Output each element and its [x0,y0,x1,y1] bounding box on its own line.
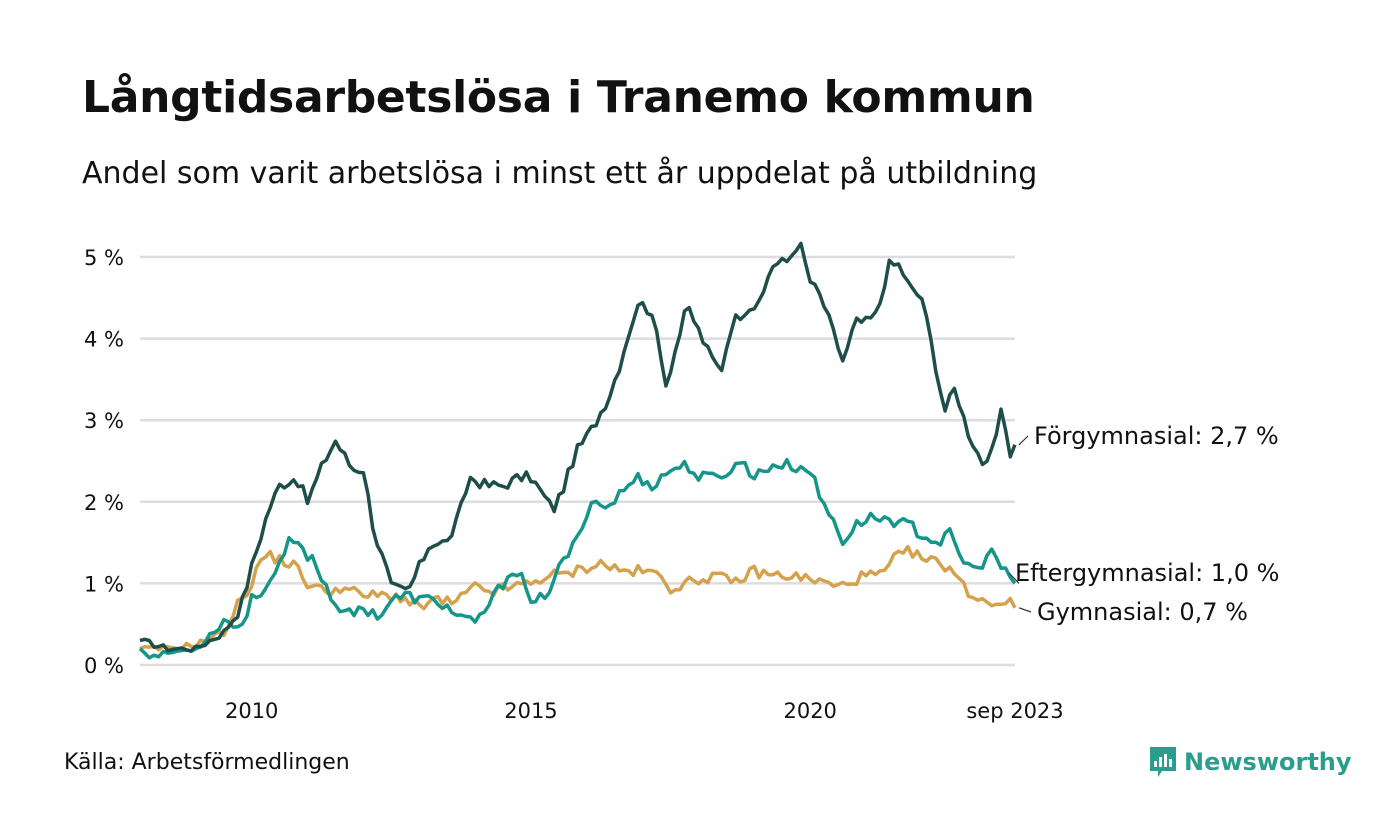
newsworthy-logo-icon [1150,747,1176,777]
x-tick-label: 2015 [504,699,557,723]
y-axis-labels: 0 % 1 % 2 % 3 % 4 % 5 % [84,246,124,678]
brand-name: Newsworthy [1184,748,1352,776]
x-axis-labels: 2010 2015 2020 sep 2023 [225,699,1064,723]
brand-logo[interactable]: Newsworthy [1148,744,1352,780]
series-line-gymnasial [139,544,1017,652]
series-end-labels: Förgymnasial: 2,7 % Eftergymnasial: 1,0 %… [1008,422,1279,626]
y-tick-label: 4 % [84,328,124,352]
series-line-förgymnasial [139,241,1017,653]
series-lines [138,241,1017,660]
x-tick-label: 2020 [783,699,836,723]
label-connector [1018,435,1029,446]
label-connector [1008,572,1020,584]
gridlines [140,255,1015,667]
series-line-eftergymnasial [138,457,1017,660]
chart-title: Långtidsarbetslösa i Tranemo kommun [82,72,1035,123]
series-end-label: Förgymnasial: 2,7 % [1034,422,1279,450]
y-tick-label: 5 % [84,246,124,270]
y-tick-label: 0 % [84,654,124,678]
y-tick-label: 1 % [84,572,124,596]
chart-subtitle: Andel som varit arbetslösa i minst ett å… [82,156,1038,191]
source-note: Källa: Arbetsförmedlingen [64,750,350,775]
y-tick-label: 2 % [84,491,124,515]
series-end-label: Gymnasial: 0,7 % [1037,598,1248,626]
x-tick-label: 2010 [225,699,278,723]
series-end-label: Eftergymnasial: 1,0 % [1015,559,1279,587]
y-tick-label: 3 % [84,409,124,433]
x-tick-label: sep 2023 [966,699,1063,723]
label-connector [1018,607,1032,613]
